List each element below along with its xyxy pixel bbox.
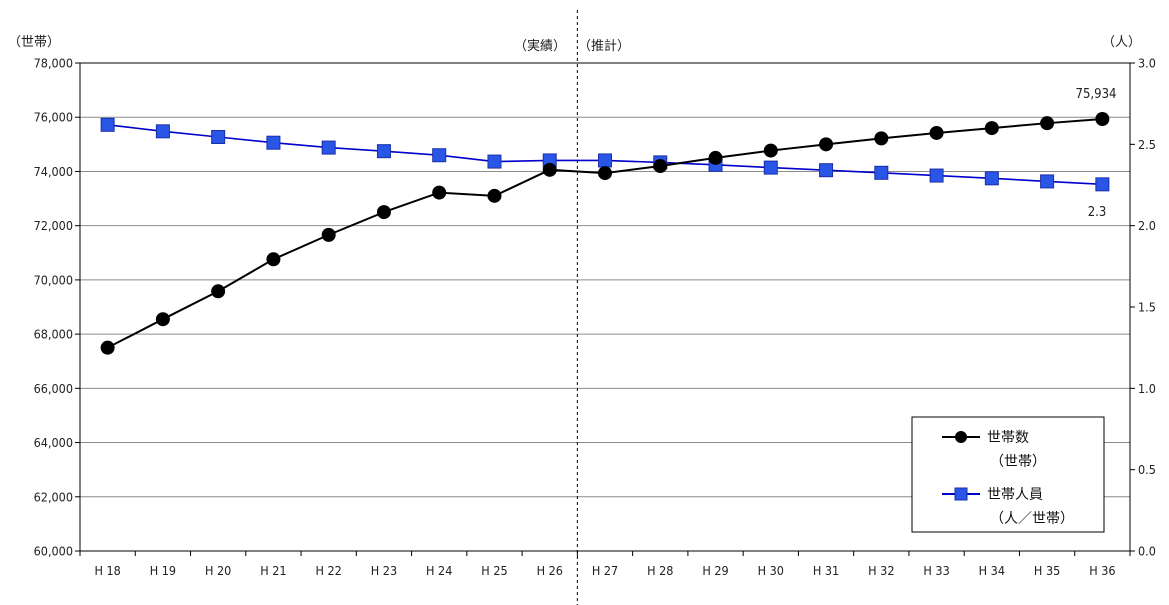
households-marker	[211, 284, 226, 299]
x-tick-label: H 33	[923, 563, 949, 578]
persons-marker	[874, 165, 889, 180]
households-marker	[487, 188, 502, 203]
persons-marker	[598, 153, 612, 168]
households-marker	[155, 312, 170, 327]
legend-persons-label: 世帯人員	[987, 487, 1043, 503]
households-marker	[929, 125, 944, 140]
x-tick-label: H 23	[371, 563, 397, 578]
persons-marker	[266, 135, 281, 150]
data-label-last-households: 75,934	[1076, 87, 1117, 102]
legend-households-marker	[955, 431, 967, 443]
persons-marker	[984, 171, 999, 186]
left-tick-label: 64,000	[34, 435, 73, 450]
x-tick-label: H 31	[813, 563, 839, 578]
households-marker	[376, 205, 391, 220]
persons-marker	[321, 140, 336, 155]
right-axis-unit: （人）	[1102, 35, 1141, 50]
right-tick-label: 1.0	[1138, 381, 1156, 396]
x-tick-label: H 28	[647, 563, 673, 578]
households-marker	[1095, 112, 1110, 127]
x-tick-label: H 32	[868, 563, 894, 578]
left-tick-label: 76,000	[34, 110, 73, 125]
x-tick-label: H 20	[205, 563, 231, 578]
legend-persons-marker	[954, 487, 968, 501]
households-marker	[542, 162, 557, 177]
left-tick-label: 70,000	[34, 272, 73, 287]
households-marker	[321, 227, 336, 242]
households-marker	[819, 137, 834, 152]
persons-marker	[211, 130, 226, 145]
x-tick-label: H 21	[260, 563, 286, 578]
legend: 世帯数 （世帯） 世帯人員 （人／世帯）	[911, 416, 1105, 533]
x-axis-ticks: H 18 H 19 H 20 H 21 H 22 H 23 H 24 H 25 H 26 H 27…	[79, 551, 1131, 578]
households-marker	[266, 252, 281, 267]
x-tick-label: H 30	[758, 563, 784, 578]
left-tick-label: 66,000	[34, 381, 73, 396]
left-axis-unit: （世帯）	[8, 35, 60, 50]
x-tick-label: H 26	[537, 563, 563, 578]
data-label-last-persons: 2.3	[1088, 205, 1107, 220]
left-tick-label: 78,000	[34, 56, 73, 71]
x-tick-label: H 22	[316, 563, 342, 578]
households-marker	[432, 185, 447, 200]
x-tick-label: H 24	[426, 563, 452, 578]
households-marker	[653, 159, 668, 174]
legend-households-unit: （世帯）	[990, 454, 1046, 470]
right-tick-label: 2.0	[1138, 218, 1156, 233]
left-tick-label: 62,000	[34, 489, 73, 504]
right-tick-label: 3.0	[1138, 56, 1156, 71]
legend-households-label: 世帯数	[987, 430, 1029, 446]
persons-marker	[1040, 174, 1055, 189]
x-tick-label: H 25	[481, 563, 507, 578]
x-tick-label: H 29	[702, 563, 728, 578]
households-marker	[763, 143, 778, 158]
persons-marker	[929, 168, 944, 183]
households-marker	[598, 166, 612, 181]
persons-marker	[155, 124, 170, 139]
gridlines	[80, 116, 1130, 498]
right-axis-ticks: 0.0 0.5 1.0 1.5 2.0 2.5 3.0	[1130, 56, 1156, 559]
x-tick-label: H 18	[94, 563, 120, 578]
left-tick-label: 68,000	[34, 327, 73, 342]
x-tick-label: H 36	[1089, 563, 1115, 578]
period-forecast-label: （推計）	[578, 38, 630, 54]
persons-marker	[376, 144, 391, 159]
series-households	[100, 112, 1110, 355]
households-marker	[100, 340, 115, 355]
persons-marker	[819, 163, 834, 178]
households-marker	[708, 150, 723, 165]
households-marker	[1040, 116, 1055, 131]
persons-marker	[100, 117, 115, 132]
persons-marker	[763, 160, 778, 175]
x-tick-label: H 34	[979, 563, 1005, 578]
persons-marker	[487, 154, 502, 169]
right-tick-label: 0.0	[1138, 544, 1156, 559]
x-tick-label: H 19	[150, 563, 176, 578]
left-tick-label: 60,000	[34, 544, 73, 559]
left-tick-label: 74,000	[34, 164, 73, 179]
persons-marker	[1095, 177, 1110, 192]
persons-marker	[432, 148, 447, 163]
left-axis-ticks: 60,000 62,000 64,000 66,000 68,000 70,000 72,0…	[34, 56, 80, 559]
series-persons	[100, 117, 1110, 192]
x-tick-label: H 27	[592, 563, 618, 578]
legend-persons-unit: （人／世帯）	[990, 511, 1074, 527]
right-tick-label: 1.5	[1138, 300, 1156, 315]
households-marker	[984, 121, 999, 136]
households-line	[107, 118, 1103, 349]
right-tick-label: 2.5	[1138, 137, 1156, 152]
x-tick-label: H 35	[1034, 563, 1060, 578]
households-marker	[874, 131, 889, 146]
left-tick-label: 72,000	[34, 218, 73, 233]
period-actual-label: （実績）	[514, 38, 566, 54]
right-tick-label: 0.5	[1138, 462, 1156, 477]
